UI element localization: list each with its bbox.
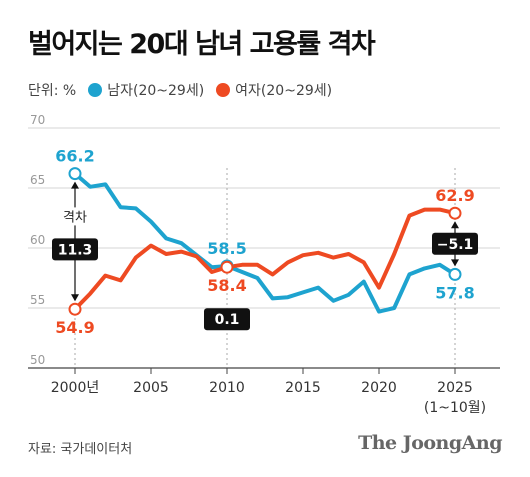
gap-label: 격차	[63, 210, 87, 225]
data-label-female: 62.9	[435, 186, 474, 205]
legend-item-female: 여자(20~29세)	[216, 80, 332, 100]
data-label-male: 66.2	[55, 147, 94, 166]
x-tick-label: 2015	[285, 380, 321, 396]
x-tick-label: 2010	[209, 380, 245, 396]
x-tick-label: 2000년	[51, 380, 100, 396]
y-tick-label: 55	[30, 293, 45, 307]
legend-swatch-female	[216, 83, 231, 97]
gap-arrowhead	[451, 221, 459, 229]
point-marker-female	[68, 302, 82, 316]
chart-title: 벌어지는 20대 남녀 고용률 격차	[28, 29, 376, 60]
data-label-female: 54.9	[55, 318, 94, 337]
x-tick-sublabel: (1~10월)	[424, 400, 486, 416]
gap-arrowhead	[71, 294, 79, 302]
x-tick-label: 2005	[133, 380, 169, 396]
legend-label-male: 남자(20~29세)	[107, 83, 205, 99]
legend-swatch-male	[88, 83, 103, 97]
data-label-male: 58.5	[207, 239, 246, 258]
x-tick-label: 2020	[361, 380, 397, 396]
x-tick-label: 2025	[437, 380, 473, 396]
y-tick-label: 50	[30, 353, 45, 367]
y-tick-label: 60	[30, 233, 45, 247]
gap-value-box	[52, 238, 98, 261]
point-marker-female	[220, 260, 234, 274]
gap-value-box	[432, 232, 478, 255]
y-tick-label: 70	[30, 113, 45, 127]
legend: 단위: % 남자(20~29세) 여자(20~29세)	[28, 80, 344, 100]
legend-item-male: 남자(20~29세)	[88, 80, 204, 100]
gap-arrowhead	[451, 259, 459, 267]
series-line-male	[73, 171, 457, 314]
gap-arrowhead	[71, 181, 79, 189]
unit-label: 단위: %	[28, 83, 77, 99]
point-marker-male	[68, 167, 82, 181]
point-marker-male	[448, 267, 462, 281]
series-line-female	[73, 207, 457, 312]
gap-value-label: −5.1	[437, 237, 474, 253]
data-label-female: 58.4	[207, 276, 246, 295]
source-note: 자료: 국가데이터처	[28, 442, 133, 457]
data-label-male: 57.8	[435, 283, 474, 302]
y-tick-label: 65	[30, 173, 45, 187]
legend-label-female: 여자(20~29세)	[235, 83, 333, 99]
gap-value-box	[204, 308, 250, 331]
gap-value-label: 0.1	[215, 312, 240, 328]
brand-logo: The JoongAng	[358, 432, 502, 454]
point-marker-female	[448, 206, 462, 220]
gap-value-label: 11.3	[58, 242, 93, 258]
gap-label-bg	[59, 207, 91, 226]
